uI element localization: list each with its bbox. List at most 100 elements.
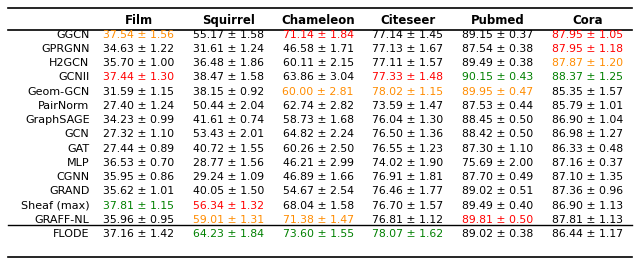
Text: 64.23 ± 1.84: 64.23 ± 1.84: [193, 229, 264, 239]
Text: 71.14 ± 1.84: 71.14 ± 1.84: [283, 30, 354, 40]
Text: 64.82 ± 2.24: 64.82 ± 2.24: [283, 129, 354, 139]
Text: 87.36 ± 0.96: 87.36 ± 0.96: [552, 186, 623, 196]
Text: 88.42 ± 0.50: 88.42 ± 0.50: [462, 129, 533, 139]
Text: 41.61 ± 0.74: 41.61 ± 0.74: [193, 115, 264, 125]
Text: GPRGNN: GPRGNN: [41, 44, 90, 54]
Text: 46.89 ± 1.66: 46.89 ± 1.66: [283, 172, 354, 182]
Text: 35.96 ± 0.95: 35.96 ± 0.95: [103, 215, 174, 225]
Text: 28.77 ± 1.56: 28.77 ± 1.56: [193, 158, 264, 168]
Text: 87.53 ± 0.44: 87.53 ± 0.44: [462, 101, 533, 111]
Text: 34.63 ± 1.22: 34.63 ± 1.22: [103, 44, 174, 54]
Text: 40.72 ± 1.55: 40.72 ± 1.55: [193, 144, 264, 154]
Text: 89.81 ± 0.50: 89.81 ± 0.50: [462, 215, 533, 225]
Text: 89.02 ± 0.38: 89.02 ± 0.38: [462, 229, 533, 239]
Text: 87.87 ± 1.20: 87.87 ± 1.20: [552, 58, 623, 68]
Text: 77.13 ± 1.67: 77.13 ± 1.67: [372, 44, 444, 54]
Text: 46.21 ± 2.99: 46.21 ± 2.99: [283, 158, 354, 168]
Text: 89.49 ± 0.40: 89.49 ± 0.40: [462, 201, 533, 211]
Text: 86.90 ± 1.04: 86.90 ± 1.04: [552, 115, 623, 125]
Text: GCN: GCN: [65, 129, 90, 139]
Text: 56.34 ± 1.32: 56.34 ± 1.32: [193, 201, 264, 211]
Text: 29.24 ± 1.09: 29.24 ± 1.09: [193, 172, 264, 182]
Text: 62.74 ± 2.82: 62.74 ± 2.82: [283, 101, 354, 111]
Text: 36.48 ± 1.86: 36.48 ± 1.86: [193, 58, 264, 68]
Text: 77.14 ± 1.45: 77.14 ± 1.45: [372, 30, 444, 40]
Text: Squirrel: Squirrel: [202, 13, 255, 27]
Text: 73.59 ± 1.47: 73.59 ± 1.47: [372, 101, 444, 111]
Text: 40.05 ± 1.50: 40.05 ± 1.50: [193, 186, 264, 196]
Text: 88.45 ± 0.50: 88.45 ± 0.50: [462, 115, 533, 125]
Text: Chameleon: Chameleon: [282, 13, 355, 27]
Text: 35.62 ± 1.01: 35.62 ± 1.01: [103, 186, 174, 196]
Text: 31.61 ± 1.24: 31.61 ± 1.24: [193, 44, 264, 54]
Text: 75.69 ± 2.00: 75.69 ± 2.00: [462, 158, 533, 168]
Text: 31.59 ± 1.15: 31.59 ± 1.15: [103, 87, 174, 97]
Text: 87.70 ± 0.49: 87.70 ± 0.49: [462, 172, 533, 182]
Text: GGCN: GGCN: [56, 30, 90, 40]
Text: MLP: MLP: [67, 158, 90, 168]
Text: GRAFF-NL: GRAFF-NL: [35, 215, 90, 225]
Text: CGNN: CGNN: [56, 172, 90, 182]
Text: 58.73 ± 1.68: 58.73 ± 1.68: [283, 115, 354, 125]
Text: 76.04 ± 1.30: 76.04 ± 1.30: [372, 115, 444, 125]
Text: 27.40 ± 1.24: 27.40 ± 1.24: [103, 101, 174, 111]
Text: 89.95 ± 0.47: 89.95 ± 0.47: [462, 87, 533, 97]
Text: 87.10 ± 1.35: 87.10 ± 1.35: [552, 172, 623, 182]
Text: 37.16 ± 1.42: 37.16 ± 1.42: [103, 229, 174, 239]
Text: 54.67 ± 2.54: 54.67 ± 2.54: [283, 186, 354, 196]
Text: 88.37 ± 1.25: 88.37 ± 1.25: [552, 72, 623, 82]
Text: 46.58 ± 1.71: 46.58 ± 1.71: [283, 44, 354, 54]
Text: GRAND: GRAND: [49, 186, 90, 196]
Text: 60.11 ± 2.15: 60.11 ± 2.15: [283, 58, 354, 68]
Text: 89.49 ± 0.38: 89.49 ± 0.38: [462, 58, 533, 68]
Text: 87.30 ± 1.10: 87.30 ± 1.10: [462, 144, 533, 154]
Text: Sheaf (max): Sheaf (max): [21, 201, 90, 211]
Text: 55.17 ± 1.58: 55.17 ± 1.58: [193, 30, 264, 40]
Text: 76.55 ± 1.23: 76.55 ± 1.23: [372, 144, 444, 154]
Text: 71.38 ± 1.47: 71.38 ± 1.47: [283, 215, 354, 225]
Text: 60.00 ± 2.81: 60.00 ± 2.81: [282, 87, 354, 97]
Text: 76.81 ± 1.12: 76.81 ± 1.12: [372, 215, 444, 225]
Text: Film: Film: [125, 13, 153, 27]
Text: 63.86 ± 3.04: 63.86 ± 3.04: [283, 72, 354, 82]
Text: 76.91 ± 1.81: 76.91 ± 1.81: [372, 172, 444, 182]
Text: GraphSAGE: GraphSAGE: [25, 115, 90, 125]
Text: Citeseer: Citeseer: [380, 13, 436, 27]
Text: 77.33 ± 1.48: 77.33 ± 1.48: [372, 72, 444, 82]
Text: 86.44 ± 1.17: 86.44 ± 1.17: [552, 229, 623, 239]
Text: 27.32 ± 1.10: 27.32 ± 1.10: [103, 129, 174, 139]
Text: 77.11 ± 1.57: 77.11 ± 1.57: [372, 58, 444, 68]
Text: 74.02 ± 1.90: 74.02 ± 1.90: [372, 158, 444, 168]
Text: Geom-GCN: Geom-GCN: [28, 87, 90, 97]
Text: 78.07 ± 1.62: 78.07 ± 1.62: [372, 229, 444, 239]
Text: 89.15 ± 0.37: 89.15 ± 0.37: [462, 30, 533, 40]
Text: 53.43 ± 2.01: 53.43 ± 2.01: [193, 129, 264, 139]
Text: 76.70 ± 1.57: 76.70 ± 1.57: [372, 201, 444, 211]
Text: 87.95 ± 1.18: 87.95 ± 1.18: [552, 44, 623, 54]
Text: 35.95 ± 0.86: 35.95 ± 0.86: [103, 172, 174, 182]
Text: 35.70 ± 1.00: 35.70 ± 1.00: [103, 58, 174, 68]
Text: 86.33 ± 0.48: 86.33 ± 0.48: [552, 144, 623, 154]
Text: 86.90 ± 1.13: 86.90 ± 1.13: [552, 201, 623, 211]
Text: 85.79 ± 1.01: 85.79 ± 1.01: [552, 101, 623, 111]
Text: 27.44 ± 0.89: 27.44 ± 0.89: [103, 144, 174, 154]
Text: 87.81 ± 1.13: 87.81 ± 1.13: [552, 215, 623, 225]
Text: 37.54 ± 1.56: 37.54 ± 1.56: [103, 30, 174, 40]
Text: 36.53 ± 0.70: 36.53 ± 0.70: [103, 158, 174, 168]
Text: FLODE: FLODE: [53, 229, 90, 239]
Text: 86.98 ± 1.27: 86.98 ± 1.27: [552, 129, 623, 139]
Text: 37.81 ± 1.15: 37.81 ± 1.15: [103, 201, 174, 211]
Text: 73.60 ± 1.55: 73.60 ± 1.55: [283, 229, 354, 239]
Text: 87.16 ± 0.37: 87.16 ± 0.37: [552, 158, 623, 168]
Text: 50.44 ± 2.04: 50.44 ± 2.04: [193, 101, 264, 111]
Text: 85.35 ± 1.57: 85.35 ± 1.57: [552, 87, 623, 97]
Text: 59.01 ± 1.31: 59.01 ± 1.31: [193, 215, 264, 225]
Text: Pubmed: Pubmed: [471, 13, 525, 27]
Text: 76.46 ± 1.77: 76.46 ± 1.77: [372, 186, 444, 196]
Text: 87.54 ± 0.38: 87.54 ± 0.38: [462, 44, 533, 54]
Text: GAT: GAT: [67, 144, 90, 154]
Text: Cora: Cora: [572, 13, 603, 27]
Text: 78.02 ± 1.15: 78.02 ± 1.15: [372, 87, 444, 97]
Text: 90.15 ± 0.43: 90.15 ± 0.43: [462, 72, 533, 82]
Text: 76.50 ± 1.36: 76.50 ± 1.36: [372, 129, 444, 139]
